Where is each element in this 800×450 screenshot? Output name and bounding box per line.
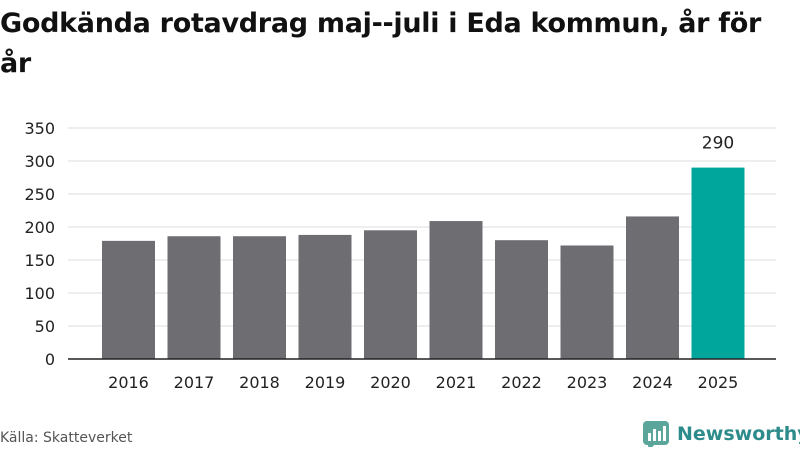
y-tick-label: 100 — [24, 284, 55, 303]
y-tick-label: 250 — [24, 185, 55, 204]
bar — [429, 221, 483, 359]
bar — [233, 236, 286, 359]
data-label: 290 — [702, 134, 734, 154]
x-tick-label: 2017 — [174, 373, 215, 392]
bar — [495, 240, 548, 359]
x-tick-label: 2020 — [370, 373, 411, 392]
y-tick-label: 350 — [24, 119, 55, 138]
x-tick-label: 2025 — [698, 373, 739, 392]
bar — [364, 230, 417, 359]
bar-highlight — [691, 167, 745, 359]
bar — [102, 240, 155, 359]
bar — [298, 234, 352, 359]
y-tick-label: 0 — [45, 350, 55, 369]
y-tick-label: 50 — [35, 317, 55, 336]
x-tick-label: 2023 — [567, 373, 608, 392]
chart-title: Godkända rotavdrag maj--juli i Eda kommu… — [0, 8, 762, 79]
bar-chart: 0 50 100 150 200 250 300 350 2016 2017 2018 2019 202… — [24, 119, 776, 392]
x-tick-label: 2024 — [632, 373, 673, 392]
y-tick-label: 200 — [24, 218, 55, 237]
bar — [167, 236, 221, 359]
x-tick-label: 2022 — [501, 373, 542, 392]
brand-name: Newsworthy — [677, 423, 800, 445]
newsworthy-logo-icon — [643, 421, 669, 447]
source-note: Källa: Skatteverket — [0, 430, 133, 446]
x-tick-label: 2019 — [305, 373, 346, 392]
y-tick-label: 300 — [24, 152, 55, 171]
brand-logo: Newsworthy — [643, 419, 800, 449]
bar — [626, 216, 679, 359]
x-tick-label: 2018 — [239, 373, 280, 392]
bar — [560, 245, 614, 359]
y-tick-label: 150 — [24, 251, 55, 270]
x-tick-label: 2021 — [436, 373, 477, 392]
x-tick-label: 2016 — [108, 373, 149, 392]
